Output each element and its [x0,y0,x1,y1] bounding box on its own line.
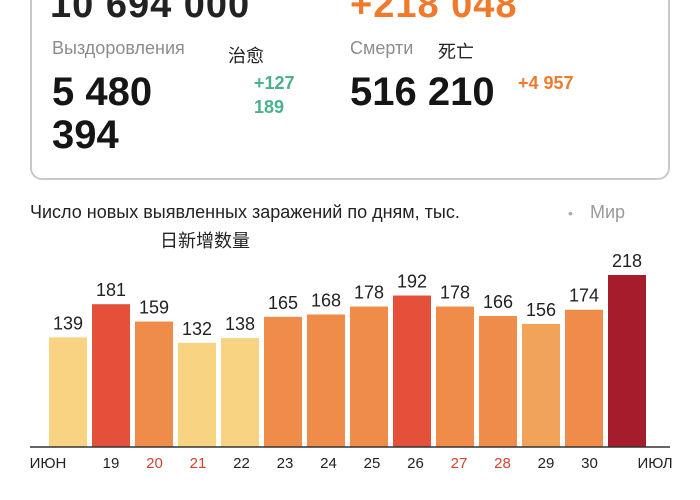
bar-value-label: 218 [612,251,642,271]
x-tick-label: ИЮЛ [637,455,672,472]
bar [178,342,216,447]
x-tick-label: 28 [494,455,511,472]
bar-value-label: 178 [440,283,470,303]
bar [522,323,560,447]
deaths-value: 516 210 [350,70,495,114]
value-labels-group: 139 181 159 132 138 165 168 178 192 178 166 156 174 2… [53,251,642,339]
bar [608,275,646,447]
bar [135,321,173,447]
x-tick-label: 19 [103,455,120,472]
x-tick-label: 24 [320,455,337,472]
bar [221,338,259,447]
bar [264,316,302,447]
total-cases-value: 10 694 000 [50,0,251,26]
bar-value-label: 174 [569,286,599,306]
bar-value-label: 178 [354,283,384,303]
recoveries-label-cn: 治愈 [228,46,264,66]
x-tick-label: 26 [407,455,424,472]
bar [393,295,431,447]
x-tick-label: ИЮН [30,455,67,472]
recoveries-value-line1: 5 480 [52,70,153,114]
x-tick-label: 20 [146,455,163,472]
bar-value-label: 166 [483,292,513,312]
x-tick-labels-group: ИЮН 19 20 21 22 23 24 25 26 27 28 29 30 ИЮЛ [30,455,673,472]
bar [436,306,474,447]
bars-group [49,275,646,447]
deaths-label-cn: 死亡 [438,42,474,62]
bar [479,316,517,447]
x-tick-label: 23 [277,455,294,472]
recoveries-delta-line2: 189 [254,97,285,117]
bar-value-label: 139 [53,313,83,333]
bar [49,337,87,447]
x-tick-label: 27 [451,455,468,472]
bar [307,314,345,447]
x-tick-label: 30 [581,455,598,472]
x-tick-label: 25 [364,455,381,472]
legend-dot: • [568,205,573,221]
x-tick-label: 21 [190,455,207,472]
bar-value-label: 192 [397,272,427,292]
bar-value-label: 138 [225,314,255,334]
bar [565,309,603,447]
recoveries-label: Выздоровления [52,38,185,58]
deaths-delta: +4 957 [518,73,574,93]
x-tick-label: 29 [538,455,555,472]
bar-value-label: 159 [139,298,169,318]
bar-value-label: 156 [526,300,556,320]
deaths-label: Смерти [350,38,414,58]
chart-subtitle-cn: 日新增数量 [160,231,250,251]
bar [92,304,130,447]
total-cases-delta: +218 048 [350,0,518,26]
x-tick-label: 22 [233,455,250,472]
stats-card [30,0,670,180]
bar-value-label: 168 [311,290,341,310]
bar-value-label: 132 [182,319,212,339]
chart-title: Число новых выявленных заражений по дням… [30,202,460,222]
recoveries-delta-line1: +127 [254,73,295,93]
legend-label: Мир [590,202,626,222]
bar [350,306,388,447]
recoveries-value-line2: 394 [52,113,119,157]
bar-value-label: 165 [268,293,298,313]
bar-value-label: 181 [96,280,126,300]
